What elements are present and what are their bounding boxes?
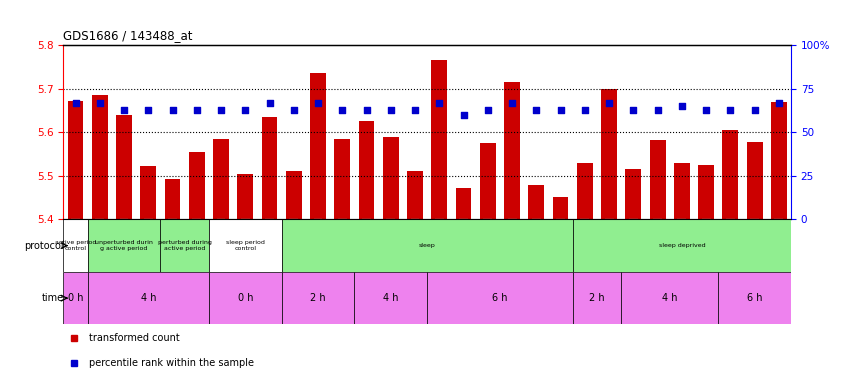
- Point: [360, 106, 373, 112]
- Point: [239, 106, 252, 112]
- Bar: [625, 169, 641, 219]
- Point: [578, 106, 591, 112]
- Bar: [529, 185, 544, 219]
- Bar: [552, 197, 569, 219]
- Text: time: time: [41, 293, 63, 303]
- Bar: [282, 219, 573, 272]
- Bar: [92, 95, 107, 219]
- Bar: [310, 74, 326, 219]
- Point: [336, 106, 349, 112]
- Bar: [161, 219, 209, 272]
- Bar: [88, 219, 161, 272]
- Point: [263, 99, 277, 105]
- Text: transformed count: transformed count: [89, 333, 179, 344]
- Bar: [238, 174, 253, 219]
- Bar: [359, 121, 375, 219]
- Bar: [427, 272, 573, 324]
- Text: sleep: sleep: [419, 243, 436, 248]
- Bar: [577, 163, 593, 219]
- Point: [748, 106, 761, 112]
- Bar: [88, 272, 209, 324]
- Bar: [722, 130, 739, 219]
- Text: 0 h: 0 h: [68, 293, 83, 303]
- Point: [311, 99, 325, 105]
- Text: sleep deprived: sleep deprived: [658, 243, 706, 248]
- Point: [190, 106, 204, 112]
- Bar: [456, 188, 471, 219]
- Point: [627, 106, 640, 112]
- Text: 6 h: 6 h: [492, 293, 508, 303]
- Bar: [63, 272, 88, 324]
- Bar: [209, 219, 282, 272]
- Bar: [650, 140, 666, 219]
- Point: [602, 99, 616, 105]
- Bar: [282, 272, 354, 324]
- Point: [723, 106, 737, 112]
- Text: 0 h: 0 h: [238, 293, 253, 303]
- Bar: [209, 272, 282, 324]
- Bar: [573, 272, 621, 324]
- Text: perturbed during
active period: perturbed during active period: [157, 240, 212, 251]
- Point: [384, 106, 398, 112]
- Point: [93, 99, 107, 105]
- Text: unperturbed durin
g active period: unperturbed durin g active period: [95, 240, 153, 251]
- Bar: [674, 163, 689, 219]
- Bar: [504, 82, 520, 219]
- Point: [141, 106, 155, 112]
- Bar: [431, 60, 448, 219]
- Text: 6 h: 6 h: [747, 293, 762, 303]
- Point: [432, 99, 446, 105]
- Point: [166, 106, 179, 112]
- Text: 2 h: 2 h: [310, 293, 326, 303]
- Bar: [573, 219, 791, 272]
- Text: 4 h: 4 h: [140, 293, 156, 303]
- Text: protocol: protocol: [24, 241, 63, 250]
- Point: [481, 106, 495, 112]
- Text: 2 h: 2 h: [589, 293, 605, 303]
- Bar: [116, 115, 132, 219]
- Bar: [602, 88, 617, 219]
- Text: active period
control: active period control: [55, 240, 96, 251]
- Text: percentile rank within the sample: percentile rank within the sample: [89, 358, 254, 368]
- Text: 4 h: 4 h: [383, 293, 398, 303]
- Bar: [334, 139, 350, 219]
- Bar: [213, 139, 229, 219]
- Point: [409, 106, 422, 112]
- Point: [554, 106, 568, 112]
- Text: GDS1686 / 143488_at: GDS1686 / 143488_at: [63, 30, 193, 42]
- Point: [700, 106, 713, 112]
- Bar: [771, 102, 787, 219]
- Bar: [383, 136, 398, 219]
- Bar: [718, 272, 791, 324]
- Bar: [63, 219, 88, 272]
- Bar: [621, 272, 718, 324]
- Text: sleep period
control: sleep period control: [226, 240, 265, 251]
- Point: [651, 106, 664, 112]
- Bar: [286, 171, 302, 219]
- Bar: [261, 117, 277, 219]
- Bar: [747, 142, 762, 219]
- Bar: [354, 272, 427, 324]
- Bar: [140, 166, 157, 219]
- Bar: [407, 171, 423, 219]
- Bar: [189, 152, 205, 219]
- Bar: [68, 101, 84, 219]
- Point: [69, 99, 82, 105]
- Point: [675, 103, 689, 109]
- Bar: [480, 143, 496, 219]
- Point: [214, 106, 228, 112]
- Point: [505, 99, 519, 105]
- Bar: [165, 179, 180, 219]
- Point: [772, 99, 786, 105]
- Point: [118, 106, 131, 112]
- Point: [287, 106, 300, 112]
- Point: [457, 112, 470, 118]
- Text: 4 h: 4 h: [662, 293, 678, 303]
- Point: [530, 106, 543, 112]
- Bar: [698, 165, 714, 219]
